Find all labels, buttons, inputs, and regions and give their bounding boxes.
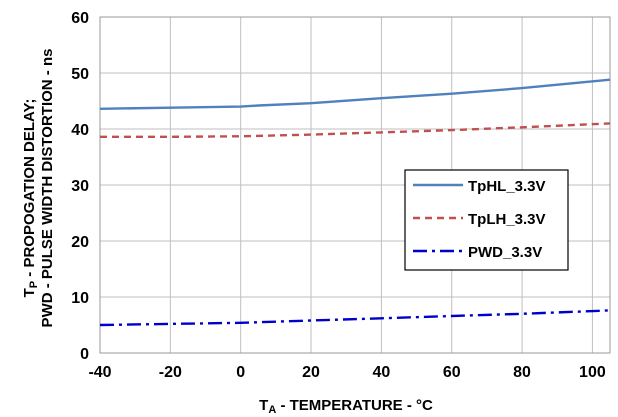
y-axis-title-line1: PWD - PULSE WIDTH DISTORTION - ns <box>39 49 56 328</box>
y-tick-label: 40 <box>71 122 89 139</box>
y-tick-label: 30 <box>71 178 89 195</box>
x-tick-label: 0 <box>236 364 245 381</box>
legend-box <box>404 169 569 271</box>
y-tick-label: 10 <box>71 290 89 307</box>
series-line-pwd-3-3v <box>99 309 611 327</box>
series-line-tplh-3-3v <box>100 122 611 139</box>
x-axis-title-t: T <box>259 397 268 414</box>
y-tick-label: 20 <box>71 234 89 251</box>
y-tick-label: 60 <box>71 10 89 27</box>
x-axis-title-sub: A <box>268 404 276 416</box>
x-tick-label: 100 <box>579 364 606 381</box>
x-tick-label: 80 <box>513 364 531 381</box>
legend-label-pwd: PWD_3.3V <box>468 244 542 261</box>
y-axis-title-line2: TP - PROPOGATION DELAY; <box>21 99 40 298</box>
x-tick-label: -20 <box>159 364 182 381</box>
y-tick-label: 50 <box>71 66 89 83</box>
y-axis-title-t: T <box>21 288 38 297</box>
y-axis-title-rest: - PROPOGATION DELAY; <box>21 99 38 281</box>
x-tick-label: 20 <box>302 364 320 381</box>
x-tick-label: -40 <box>88 364 111 381</box>
series-line-tphl-3-3v <box>99 78 611 110</box>
plot-frame <box>99 16 611 354</box>
x-axis-title: TA - TEMPERATURE - °C <box>259 397 433 416</box>
x-tick-label: 40 <box>372 364 390 381</box>
legend-label-tphl: TpHL_3.3V <box>468 178 546 195</box>
y-tick-labels: 0 10 20 30 40 50 60 <box>71 10 89 363</box>
y-tick-label: 0 <box>80 346 89 363</box>
plot-area <box>99 16 611 354</box>
x-tick-label: 60 <box>443 364 461 381</box>
y-axis-title-sub: P <box>28 281 40 288</box>
legend: TpHL_3.3V TpLH_3.3V PWD_3.3V <box>404 169 569 271</box>
x-tick-labels: -40 -20 0 20 40 60 80 100 <box>88 364 605 381</box>
series-layer <box>99 78 611 327</box>
x-axis-title-rest: - TEMPERATURE - °C <box>276 397 433 414</box>
legend-label-tplh: TpLH_3.3V <box>468 211 546 228</box>
